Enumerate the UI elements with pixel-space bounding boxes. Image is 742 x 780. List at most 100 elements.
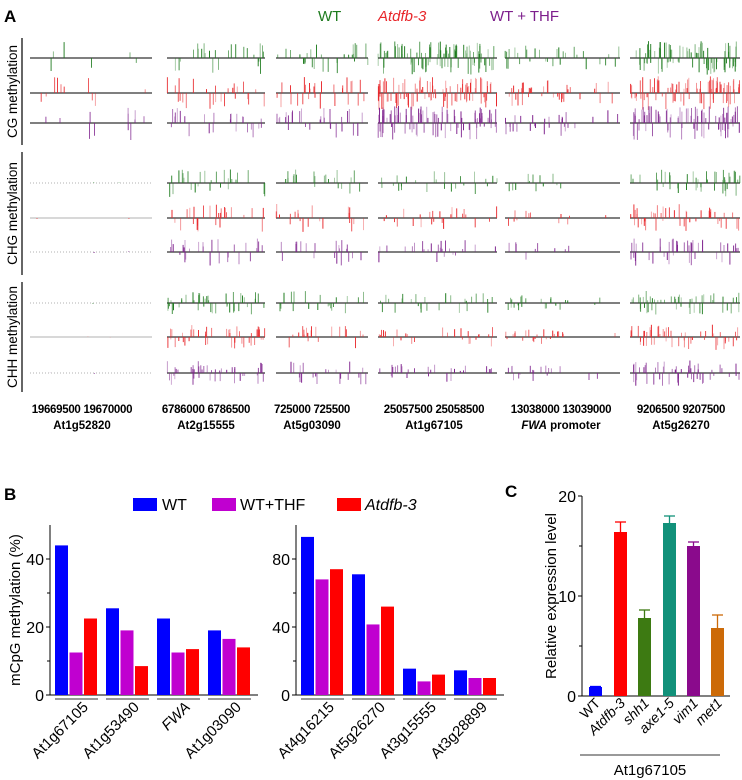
methylation-track [166,361,265,385]
methylation-track [505,242,620,260]
bar-wt [55,545,68,695]
locus-gene-name: At2g15555 [177,420,235,432]
panel-label-c: C [505,482,517,501]
legend-label: WT [162,497,187,514]
y-tick-label: 0 [567,689,576,706]
legend-swatch [337,498,361,511]
methylation-track [505,365,620,381]
methylation-track [30,107,152,140]
bar-atdfb-3 [84,618,97,695]
bar-wt [403,668,416,695]
panel-b-methylation-bar-chart: WT WT+THF Atdfb-3 mCpG methylation (%) 0 20 40… [7,497,504,762]
methylation-track [167,43,265,74]
bar-wt [301,536,314,695]
gene-name: At2g15555 [177,420,235,432]
bar-wt-thf [366,624,380,695]
bar-shh1 [638,618,651,696]
locus-coordinates: 725000 725500 [274,404,350,416]
bar-wt [352,574,365,695]
y-tick-label: 40 [26,552,44,569]
bar-atdfb-3 [614,532,627,696]
coordinate-end: 19670000 [83,404,132,416]
methylation-track [377,41,497,75]
methylation-track [377,76,497,110]
methylation-track [505,110,620,136]
bar-wt [454,670,467,695]
methylation-track [30,251,152,253]
locus-gene-name: At5g03090 [283,420,341,432]
gene-name: At1g52820 [53,420,111,432]
methylation-track [167,108,265,138]
methylation-track [630,360,740,386]
coordinate-end: 725500 [313,404,350,416]
methylation-track [167,292,265,315]
gene-name: FWA [521,420,547,432]
methylation-track [630,291,740,315]
x-group-label: At1g67105 [614,762,687,779]
locus-gene-name: At1g67105 [405,420,463,432]
y-axis-label: mCpG methylation (%) [7,534,24,686]
bar-wt-thf [222,638,236,695]
methylation-track [275,204,368,232]
methylation-track [505,210,620,226]
methylation-track [30,42,152,71]
y-tick-label: 10 [558,589,576,606]
methylation-track [630,106,740,140]
bar-atdfb-3 [237,647,250,695]
locus-coordinates: 13038000 13039000 [511,404,611,416]
methylation-track [504,45,620,70]
coordinate-end: 9207500 [682,404,725,416]
bar-atdfb-3 [186,649,199,695]
locus-gene-name: At1g52820 [53,420,111,432]
coordinate-start: 13038000 [511,404,560,416]
methylation-track [276,326,368,349]
methylation-track [378,206,498,229]
methylation-track [276,169,368,194]
methylation-track [276,108,368,138]
methylation-track [378,171,498,194]
methylation-track [30,217,152,219]
row-label: CHG methylation [5,162,20,265]
methylation-track [167,325,266,349]
coordinate-start: 725000 [274,404,311,416]
locus-gene-name: At5g26270 [652,420,710,432]
y-tick-label: 0 [35,688,44,705]
y-tick-label: 80 [272,552,290,569]
methylation-track [505,80,620,106]
methylation-track [505,295,620,311]
panel-label-b: B [4,485,16,504]
locus-coordinates: 6786000 6786500 [162,404,250,416]
methylation-track [378,327,497,347]
methylation-track [167,204,265,232]
methylation-track [630,324,740,350]
legend-entry-wt-thf: WT + THF [490,8,559,25]
coordinate-start: 25057500 [384,404,433,416]
y-tick-label: 20 [26,620,44,637]
methylation-track [276,43,369,74]
legend-entry-atdfb-3: Atdfb-3 [377,8,427,25]
methylation-track [30,302,152,304]
bar-met1 [711,628,724,696]
methylation-track [630,204,740,231]
methylation-track [378,364,497,382]
methylation-track [378,240,497,263]
bar-atdfb-3 [330,569,343,695]
coordinate-end: 13039000 [562,404,611,416]
bar-wt-thf [417,681,431,695]
coordinate-end: 25058500 [435,404,484,416]
methylation-track [378,293,497,313]
methylation-track [166,77,265,109]
methylation-track [167,169,266,197]
methylation-track [505,173,620,192]
methylation-track [377,106,497,140]
locus-coordinates: 19669500 19670000 [32,404,132,416]
bar-atdfb-3 [483,678,496,695]
locus-coordinates: 9206500 9207500 [637,404,725,416]
bar-wt [106,608,119,695]
methylation-track [630,169,741,197]
methylation-track [276,240,368,266]
panel-c-expression-bar-chart: Relative expression level01020WTAtdfb-3s… [543,489,730,779]
bar-atdfb-3 [432,674,445,695]
methylation-track [630,76,740,110]
legend-swatch [133,498,157,511]
